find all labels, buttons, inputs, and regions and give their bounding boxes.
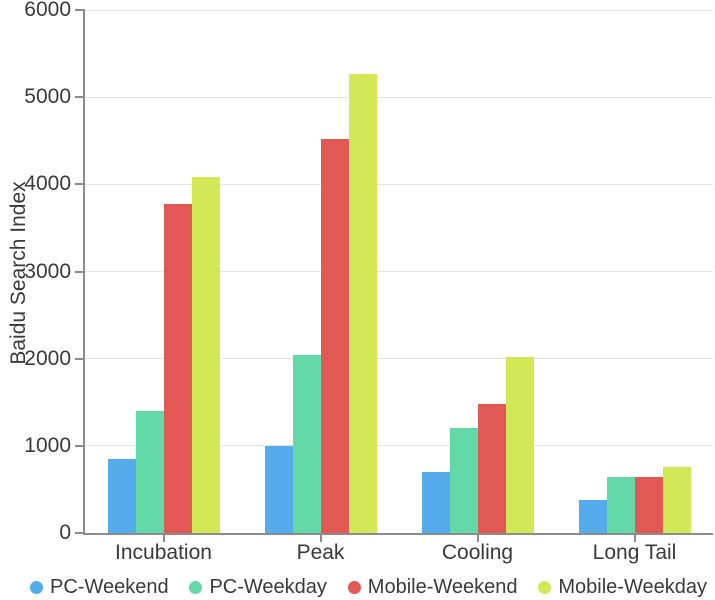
gridline [85, 445, 713, 447]
legend-item-mobile-weekday[interactable]: Mobile-Weekday [538, 576, 707, 599]
y-tick-label: 0 [59, 521, 71, 544]
legend-item-pc-weekend[interactable]: PC-Weekend [30, 576, 169, 599]
bar-pc-weekday [135, 410, 164, 533]
legend-marker-pc-weekday-icon [189, 580, 203, 594]
bar-mobile-weekday [662, 466, 691, 533]
bar-pc-weekend [421, 471, 450, 533]
x-axis-tick [319, 535, 322, 542]
y-tick-label: 2000 [24, 346, 71, 370]
bar-mobile-weekday [348, 73, 377, 533]
gridline [85, 358, 713, 360]
y-axis-tick [75, 357, 83, 360]
legend-label: Mobile-Weekday [558, 575, 707, 598]
bar-pc-weekend [264, 445, 293, 533]
gridline [85, 183, 713, 185]
y-tick-label: 1000 [24, 433, 71, 457]
gridline [85, 96, 713, 98]
legend-item-mobile-weekend[interactable]: Mobile-Weekend [347, 575, 518, 599]
y-axis-tick [75, 444, 83, 447]
legend-label: PC-Weekday [209, 575, 327, 598]
legend-marker-mobile-weekday-icon [538, 580, 552, 594]
bar-pc-weekday [606, 477, 635, 533]
gridline [85, 271, 713, 272]
x-tick-label: Cooling [441, 541, 514, 564]
y-axis-tick [75, 270, 83, 273]
gridline [85, 9, 713, 11]
bar-pc-weekday [449, 427, 478, 533]
x-axis-tick [162, 535, 165, 542]
bar-mobile-weekday [191, 177, 220, 533]
y-axis-tick [75, 96, 83, 99]
legend-marker-pc-weekend-icon [30, 580, 43, 594]
x-axis-tick [476, 535, 479, 542]
legend-label: PC-Weekend [50, 575, 169, 598]
bar-mobile-weekend [320, 139, 349, 533]
bar-pc-weekend [578, 499, 607, 533]
y-tick-label: 4000 [24, 172, 71, 196]
legend: PC-Weekend PC-Weekday Mobile-Weekend Mobile… [30, 574, 707, 600]
y-axis-tick [75, 9, 83, 11]
y-axis-tick [75, 532, 83, 534]
bar-mobile-weekend [163, 203, 192, 533]
legend-marker-mobile-weekend-icon [347, 580, 361, 594]
bar-pc-weekday [292, 355, 321, 533]
x-axis-tick [633, 535, 636, 542]
legend-item-pc-weekday[interactable]: PC-Weekday [189, 575, 327, 599]
y-tick-label: 3000 [24, 259, 71, 283]
x-axis-line [83, 533, 713, 535]
x-tick-label: Long Tail [592, 541, 677, 564]
y-axis-line [83, 9, 85, 535]
x-tick-label: Peak [296, 541, 345, 564]
legend-label: Mobile-Weekend [367, 575, 518, 598]
bar-mobile-weekend [634, 477, 663, 533]
bar-pc-weekend [107, 458, 136, 533]
bar-mobile-weekday [505, 356, 534, 533]
y-axis-tick [75, 183, 83, 186]
y-tick-label: 5000 [24, 85, 71, 109]
bar-mobile-weekend [477, 403, 506, 533]
x-tick-label: Incubation [115, 541, 212, 564]
y-tick-label: 6000 [24, 0, 71, 21]
